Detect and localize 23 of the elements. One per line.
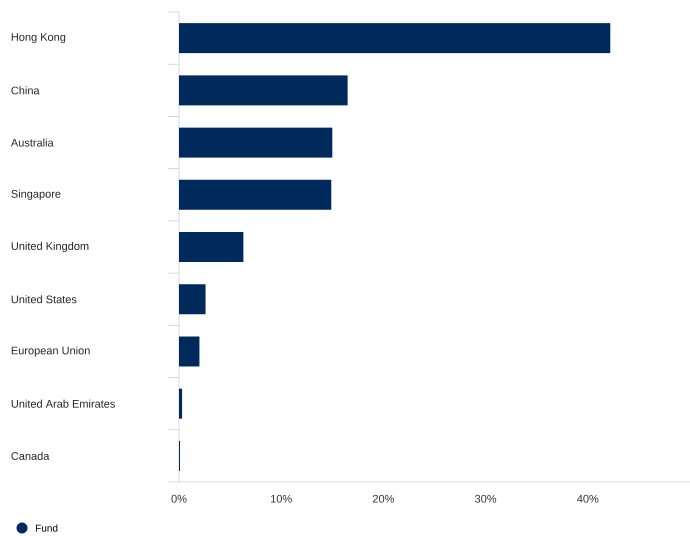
- bar: [179, 75, 348, 106]
- x-tick-label: 20%: [372, 494, 394, 503]
- bar: [179, 180, 332, 210]
- y-tick-label: United Kingdom: [12, 242, 88, 252]
- bar: [179, 23, 610, 54]
- y-tick-label: Hong Kong: [12, 33, 66, 44]
- y-tick-label: Australia: [10, 138, 54, 147]
- bar: [179, 388, 182, 419]
- y-tick-label: China: [11, 86, 40, 94]
- x-tick-label: 30%: [475, 494, 496, 503]
- bar: [179, 284, 206, 314]
- y-tick-label: European Union: [12, 346, 90, 357]
- bar: [179, 232, 244, 262]
- y-tick-label: Singapore: [11, 190, 61, 200]
- y-tick-label: United Arab Emirates: [12, 400, 115, 408]
- x-tick-label: 40%: [577, 494, 598, 503]
- legend-label: Fund: [36, 524, 58, 532]
- bar: [179, 336, 200, 366]
- y-tick-label: Canada: [11, 452, 50, 460]
- x-tick-label: 10%: [271, 494, 292, 503]
- y-tick-label: United States: [12, 295, 76, 304]
- x-tick-label: 0%: [171, 494, 187, 503]
- bar: [179, 128, 332, 158]
